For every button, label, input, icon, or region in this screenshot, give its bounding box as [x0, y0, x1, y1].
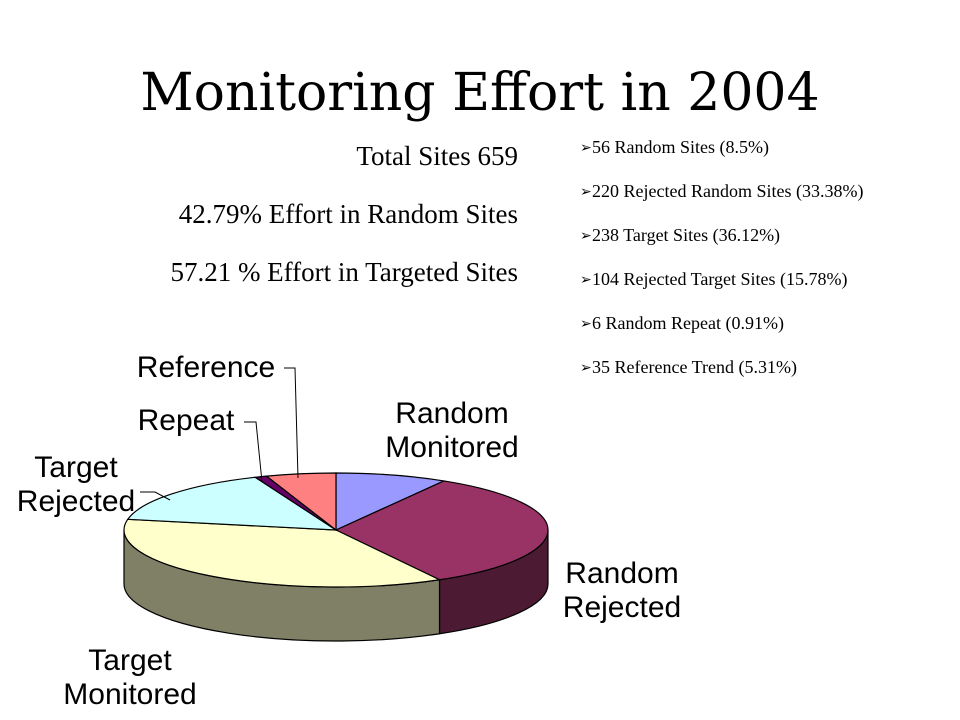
slice-label-3: Target Rejected: [17, 451, 135, 518]
slide-title: Monitoring Effort in 2004: [140, 63, 820, 123]
pie-slice-5: [264, 472, 337, 532]
list-item: ➢56 Random Sites (8.5%): [580, 134, 863, 178]
leader-line-3: [140, 491, 171, 501]
breakdown-list: ➢56 Random Sites (8.5%) ➢220 Rejected Ra…: [580, 134, 863, 398]
leader-line-4: [244, 421, 263, 483]
slice-label-4: Repeat: [138, 404, 235, 437]
list-item: ➢238 Target Sites (36.12%): [580, 222, 863, 266]
arrow-bullet-icon: ➢: [580, 317, 592, 332]
arrow-bullet-icon: ➢: [580, 361, 592, 376]
list-item: ➢104 Rejected Target Sites (15.78%): [580, 266, 863, 310]
list-item: ➢220 Rejected Random Sites (33.38%): [580, 178, 863, 222]
stat-targeted-effort: 57.21 % Effort in Targeted Sites: [170, 257, 518, 287]
stat-total-sites: Total Sites 659: [356, 141, 518, 171]
arrow-bullet-icon: ➢: [580, 229, 592, 244]
slice-label-5: Reference: [137, 351, 275, 384]
slice-label-2: Target Monitored: [63, 644, 196, 711]
summary-stats: Total Sites 659 42.79% Effort in Random …: [170, 136, 518, 310]
leader-line-5: [284, 367, 299, 479]
stat-random-effort: 42.79% Effort in Random Sites: [178, 199, 518, 229]
pie-chart: Random Monitored Random Rejected Target Monit…: [17, 351, 681, 711]
pie-slice-0: [335, 472, 446, 531]
arrow-bullet-icon: ➢: [580, 273, 592, 288]
slice-label-1: Random Rejected: [563, 557, 681, 624]
arrow-bullet-icon: ➢: [580, 185, 592, 200]
list-item: ➢35 Reference Trend (5.31%): [580, 354, 863, 398]
slice-label-0: Random Monitored: [385, 397, 518, 464]
arrow-bullet-icon: ➢: [580, 141, 592, 156]
pie-slice-2: [123, 518, 442, 588]
pie-slice-3: [126, 476, 339, 531]
list-item: ➢6 Random Repeat (0.91%): [580, 310, 863, 354]
